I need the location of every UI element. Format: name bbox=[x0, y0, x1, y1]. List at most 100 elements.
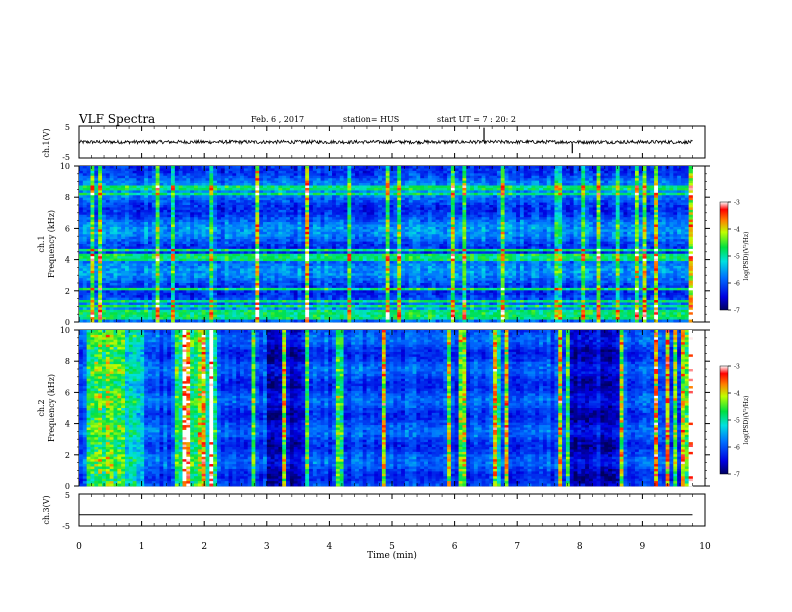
spectrogram-cell bbox=[117, 287, 122, 291]
spectrogram-cell bbox=[194, 268, 199, 272]
spectrogram-cell bbox=[102, 263, 107, 267]
spectrogram-cell bbox=[374, 190, 379, 194]
spectrogram-cell bbox=[255, 200, 260, 203]
spectrogram-cell bbox=[182, 219, 187, 223]
spectrogram-cell bbox=[289, 185, 295, 189]
spectrogram-cell bbox=[148, 285, 153, 289]
spectrogram-cell bbox=[312, 246, 318, 250]
spectrogram-cell bbox=[174, 268, 180, 272]
spectrogram-cell bbox=[140, 278, 145, 281]
spectrogram-cell bbox=[358, 280, 364, 284]
spectrogram-cell bbox=[316, 202, 321, 206]
spectrogram-cell bbox=[163, 248, 168, 252]
spectrogram-cell bbox=[79, 278, 84, 281]
spectrogram-cell bbox=[167, 265, 172, 269]
spectrogram-cell bbox=[217, 275, 222, 279]
spectrogram-cell bbox=[351, 297, 356, 301]
spectrogram-cell bbox=[282, 219, 287, 223]
spectrogram-cell bbox=[301, 270, 306, 274]
spectrogram-cell bbox=[136, 280, 141, 284]
spectrogram-cell bbox=[328, 207, 333, 211]
spectrogram-cell bbox=[247, 295, 252, 299]
spectrogram-cell bbox=[251, 239, 256, 242]
spectrogram-cell bbox=[320, 207, 325, 211]
spectrogram-cell bbox=[125, 180, 130, 184]
spectrogram-cell bbox=[247, 187, 252, 191]
spectrogram-cell bbox=[228, 195, 233, 199]
spectrogram-cell bbox=[182, 261, 187, 264]
spectrogram-cell bbox=[332, 304, 337, 308]
spectrogram-cell bbox=[228, 200, 233, 203]
spectrogram-cell bbox=[213, 265, 218, 269]
spectrogram-cell bbox=[171, 244, 176, 247]
spectrogram-cell bbox=[144, 283, 149, 286]
spectrogram-cell bbox=[335, 229, 341, 233]
spectrogram-cell bbox=[339, 222, 344, 225]
spectrogram-cell bbox=[82, 273, 88, 277]
spectrogram-cell bbox=[102, 275, 107, 279]
spectrogram-cell bbox=[301, 175, 306, 179]
spectrogram-cell bbox=[113, 202, 118, 206]
spectrogram-cell bbox=[128, 319, 134, 323]
spectrogram-cell bbox=[136, 202, 141, 206]
spectrogram-cell bbox=[94, 317, 99, 320]
spectrogram-cell bbox=[370, 251, 375, 255]
spectrogram-cell bbox=[125, 231, 130, 235]
spectrogram-cell bbox=[201, 226, 206, 230]
spectrogram-cell bbox=[171, 304, 176, 308]
spectrogram-cell bbox=[236, 183, 241, 186]
spectrogram-cell bbox=[355, 253, 360, 257]
spectrogram-cell bbox=[98, 300, 103, 303]
spectrogram-cell bbox=[240, 312, 245, 316]
spectrogram-cell bbox=[316, 212, 321, 216]
spectrogram-cell bbox=[255, 212, 260, 216]
spectrogram-cell bbox=[125, 256, 130, 260]
spectrogram-cell bbox=[148, 231, 153, 235]
spectrogram-cell bbox=[163, 246, 168, 250]
spectrogram-cell bbox=[151, 239, 157, 242]
spectrogram-cell bbox=[286, 241, 291, 245]
spectrogram-cell bbox=[159, 239, 164, 242]
spectrogram-cell bbox=[358, 239, 364, 242]
spectrogram-cell bbox=[151, 280, 157, 284]
spectrogram-cell bbox=[374, 290, 379, 294]
spectrogram-cell bbox=[167, 309, 172, 313]
spectrogram-cell bbox=[105, 195, 111, 199]
spectrogram-cell bbox=[236, 185, 241, 189]
spectrogram-cell bbox=[94, 190, 99, 194]
spectrogram-cell bbox=[82, 307, 88, 311]
spectrogram-cell bbox=[201, 248, 206, 252]
spectrogram-cell bbox=[163, 209, 168, 213]
spectrogram-cell bbox=[324, 166, 329, 169]
spectrogram-cell bbox=[220, 287, 226, 291]
spectrogram-cell bbox=[243, 190, 249, 194]
spectrogram-cell bbox=[113, 175, 118, 179]
spectrogram-cell bbox=[324, 229, 329, 233]
spectrogram-cell bbox=[289, 248, 295, 252]
spectrogram-cell bbox=[194, 309, 199, 313]
spectrogram-cell bbox=[224, 248, 229, 252]
spectrogram-cell bbox=[132, 224, 137, 228]
spectrogram-cell bbox=[190, 217, 195, 221]
spectrogram-cell bbox=[117, 173, 122, 177]
spectrogram-cell bbox=[355, 200, 360, 203]
spectrogram-cell bbox=[190, 283, 195, 286]
spectrogram-cell bbox=[174, 195, 180, 199]
spectrogram-cell bbox=[144, 248, 149, 252]
spectrogram-cell bbox=[312, 268, 318, 272]
spectrogram-cell bbox=[312, 261, 318, 264]
spectrogram-cell bbox=[159, 234, 164, 238]
spectrogram-cell bbox=[259, 312, 264, 316]
spectrogram-cell bbox=[205, 195, 210, 199]
spectrogram-cell bbox=[324, 292, 329, 296]
spectrogram-cell bbox=[343, 234, 348, 238]
spectrogram-cell bbox=[286, 275, 291, 279]
spectrogram-cell bbox=[243, 183, 249, 186]
spectrogram-cell bbox=[86, 285, 91, 289]
spectrogram-cell bbox=[128, 244, 134, 247]
spectrogram-cell bbox=[274, 236, 279, 240]
spectrogram-cell bbox=[90, 200, 95, 203]
spectrogram-cell bbox=[232, 166, 237, 169]
spectrogram-cell bbox=[282, 275, 287, 279]
spectrogram-cell bbox=[263, 236, 268, 240]
